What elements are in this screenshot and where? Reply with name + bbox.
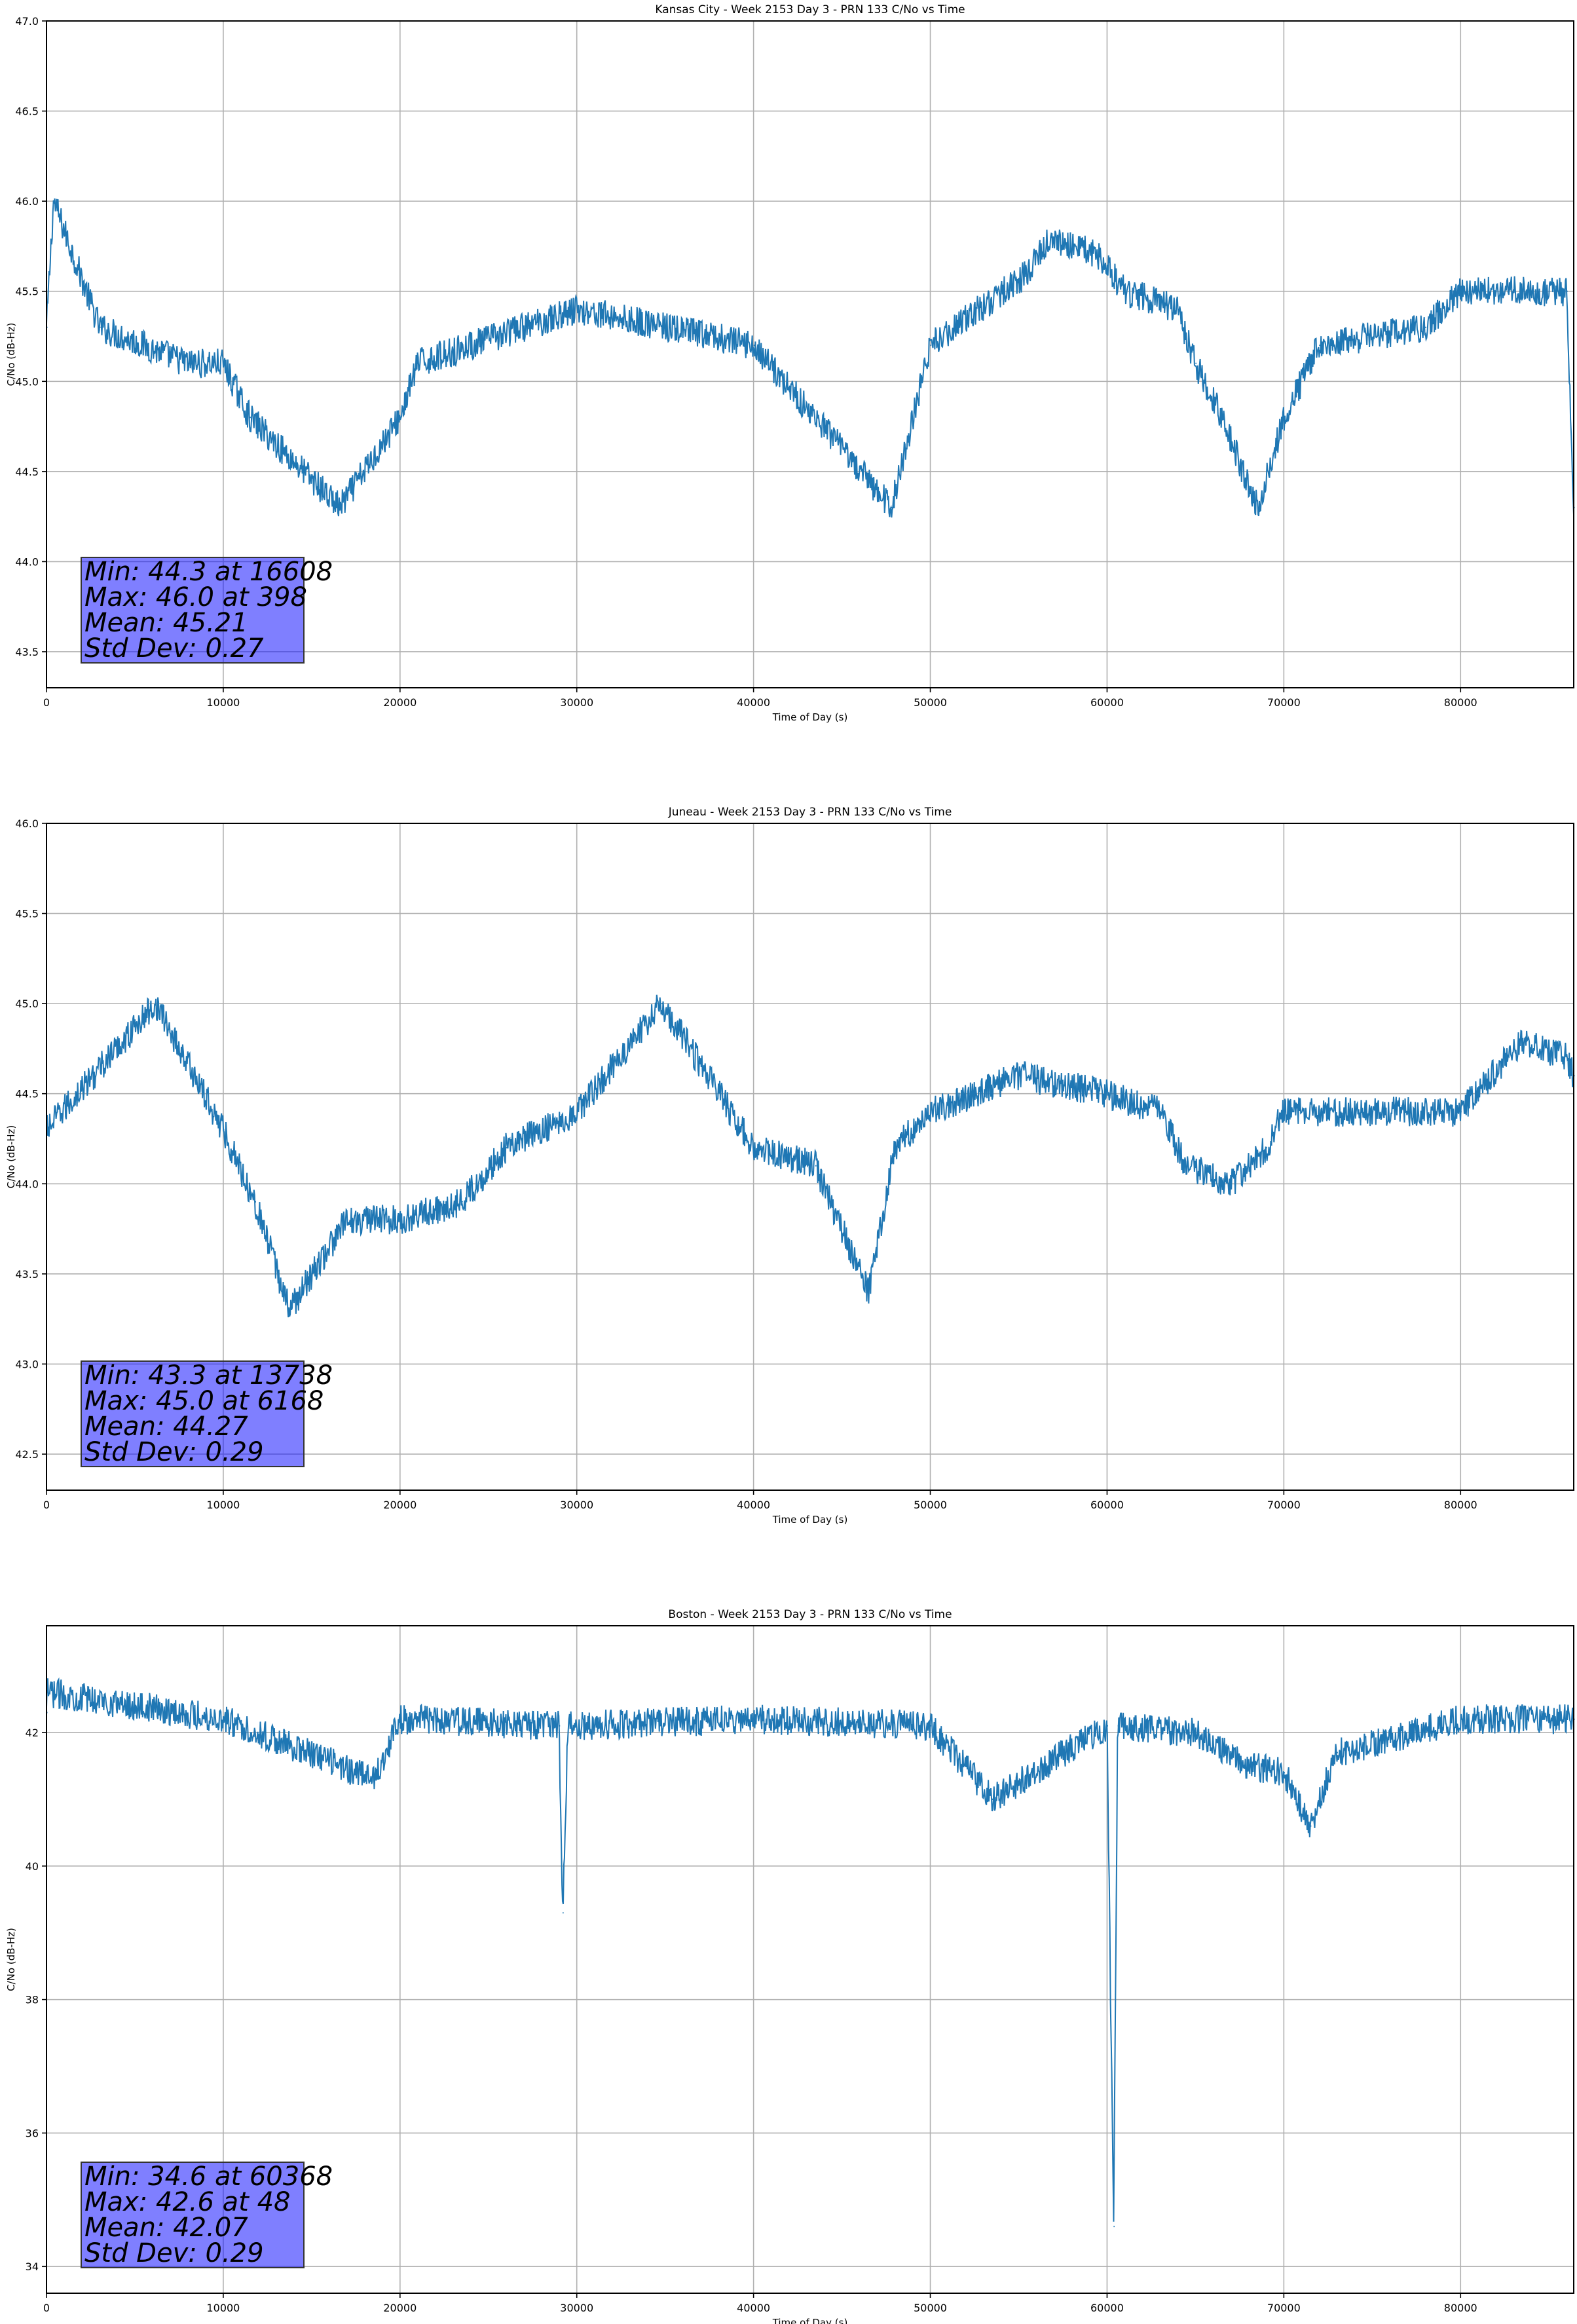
x-tick-label: 20000 [383, 2302, 417, 2314]
stats-min: Min: 43.3 at 13738 [84, 1360, 333, 1391]
series-line [46, 198, 1575, 518]
y-tick-label: 36 [26, 2127, 39, 2139]
series-line [46, 1677, 1575, 2228]
y-tick-label: 46.0 [15, 195, 39, 208]
x-tick-label: 30000 [560, 2302, 593, 2314]
stats-min: Min: 34.6 at 60368 [84, 2162, 333, 2192]
x-tick-label: 10000 [206, 1499, 240, 1511]
y-tick-label: 46.0 [15, 817, 39, 830]
stats-min: Min: 44.3 at 16608 [84, 557, 333, 587]
stats-std: Std Dev: 0.27 [84, 633, 264, 664]
x-tick-label: 50000 [914, 696, 947, 709]
chart-title: Boston - Week 2153 Day 3 - PRN 133 C/No … [668, 1608, 952, 1621]
chart-panel: 0 10000 20000 30000 40000 50000 60000 70000 8000… [5, 1608, 1575, 2324]
y-tick-label: 34 [26, 2260, 39, 2273]
x-tick-label: 40000 [737, 1499, 770, 1511]
stats-max: Max: 42.6 at 48 [84, 2187, 291, 2217]
x-tick-label: 80000 [1444, 2302, 1477, 2314]
y-axis-label: C/No (dB-Hz) [5, 1125, 17, 1189]
y-tick-label: 46.5 [15, 105, 39, 118]
y-tick-label: 45.5 [15, 908, 39, 920]
y-axis-label: C/No (dB-Hz) [5, 323, 17, 386]
y-tick-label: 45.5 [15, 286, 39, 298]
chart-title: Juneau - Week 2153 Day 3 - PRN 133 C/No … [668, 806, 952, 819]
x-axis-label: Time of Day (s) [772, 1514, 848, 1526]
stats-mean: Mean: 45.21 [84, 608, 248, 638]
x-tick-label: 20000 [383, 1499, 417, 1511]
x-tick-label: 10000 [206, 2302, 240, 2314]
x-tick-label: 0 [43, 1499, 50, 1511]
stats-max: Max: 46.0 at 398 [84, 582, 307, 612]
stats-mean: Mean: 42.07 [84, 2213, 248, 2243]
x-tick-label: 50000 [914, 2302, 947, 2314]
y-axis-label: C/No (dB-Hz) [5, 1928, 17, 1991]
y-tick-label: 42 [26, 1727, 39, 1739]
y-tick-label: 43.5 [15, 646, 39, 658]
axes-frame [46, 1625, 1574, 2294]
stats-box: Min: 43.3 at 13738 Max: 45.0 at 6168 Mean:… [81, 1360, 333, 1467]
y-tick-label: 44.0 [15, 1178, 39, 1190]
stats-std: Std Dev: 0.29 [84, 1437, 264, 1467]
x-tick-label: 80000 [1444, 1499, 1477, 1511]
x-axis-label: Time of Day (s) [772, 711, 848, 723]
y-tick-label: 43.0 [15, 1358, 39, 1370]
chart-title: Kansas City - Week 2153 Day 3 - PRN 133 … [655, 3, 965, 16]
y-tick-label: 44.5 [15, 1088, 39, 1100]
x-tick-label: 70000 [1267, 2302, 1301, 2314]
stats-box: Min: 34.6 at 60368 Max: 42.6 at 48 Mean: 4… [81, 2162, 333, 2268]
y-tick-label: 45.0 [15, 998, 39, 1010]
series-line [46, 994, 1575, 1318]
x-tick-label: 20000 [383, 696, 417, 709]
y-tick-label: 38 [26, 1994, 39, 2006]
x-tick-label: 60000 [1090, 696, 1124, 709]
y-tick-label: 47.0 [15, 15, 39, 28]
stats-box: Min: 44.3 at 16608 Max: 46.0 at 398 Mean: … [81, 557, 333, 664]
x-tick-label: 30000 [560, 696, 593, 709]
x-tick-label: 30000 [560, 1499, 593, 1511]
x-tick-label: 0 [43, 2302, 50, 2314]
axes-frame [46, 20, 1574, 688]
stats-mean: Mean: 44.27 [84, 1412, 248, 1442]
x-tick-label: 10000 [206, 696, 240, 709]
axes-frame [46, 823, 1574, 1491]
x-tick-label: 0 [43, 696, 50, 709]
x-tick-label: 80000 [1444, 696, 1477, 709]
y-tick-label: 42.5 [15, 1448, 39, 1461]
x-tick-label: 60000 [1090, 2302, 1124, 2314]
x-tick-label: 40000 [737, 696, 770, 709]
y-tick-label: 40 [26, 1860, 39, 1873]
y-tick-label: 45.0 [15, 375, 39, 388]
y-tick-label: 43.5 [15, 1268, 39, 1281]
x-tick-label: 70000 [1267, 696, 1301, 709]
stats-std: Std Dev: 0.29 [84, 2238, 264, 2268]
y-tick-label: 44.0 [15, 555, 39, 568]
stats-max: Max: 45.0 at 6168 [84, 1386, 324, 1416]
x-axis-label: Time of Day (s) [772, 2317, 848, 2324]
y-tick-label: 44.5 [15, 466, 39, 478]
x-tick-label: 60000 [1090, 1499, 1124, 1511]
chart-panel: 0 10000 20000 30000 40000 50000 60000 70000 8000… [5, 806, 1575, 1526]
x-tick-label: 50000 [914, 1499, 947, 1511]
x-tick-label: 70000 [1267, 1499, 1301, 1511]
x-tick-label: 40000 [737, 2302, 770, 2314]
